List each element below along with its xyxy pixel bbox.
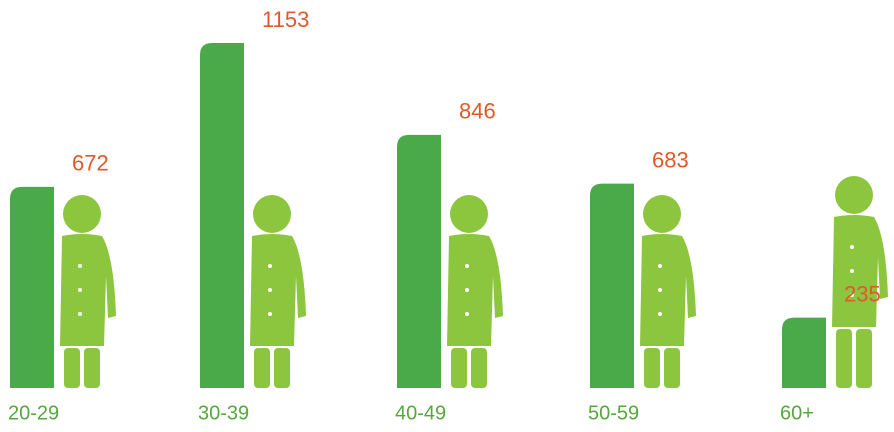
- value-label: 235: [844, 281, 881, 306]
- person-button: [850, 269, 854, 273]
- person-button: [465, 288, 469, 292]
- value-label: 683: [652, 147, 689, 172]
- bar: [590, 183, 634, 388]
- person-icon: [60, 195, 116, 388]
- person-button: [465, 264, 469, 268]
- person-head: [63, 195, 101, 233]
- person-icon: [640, 195, 696, 388]
- person-body: [250, 234, 306, 346]
- bar: [200, 43, 244, 388]
- person-leg: [274, 348, 290, 388]
- person-leg: [471, 348, 487, 388]
- person-leg: [254, 348, 270, 388]
- person-button: [465, 312, 469, 316]
- x-tick-label: 20-29: [8, 402, 59, 424]
- person-leg: [836, 329, 852, 388]
- person-head: [450, 195, 488, 233]
- person-button: [850, 293, 854, 297]
- person-head: [835, 176, 873, 214]
- value-label: 672: [72, 151, 109, 176]
- bar: [782, 317, 826, 388]
- bar: [397, 134, 441, 388]
- value-label: 1153: [262, 7, 309, 32]
- person-leg: [644, 348, 660, 388]
- person-button: [268, 312, 272, 316]
- person-button: [268, 264, 272, 268]
- bar: [10, 186, 54, 388]
- x-tick-label: 40-49: [395, 402, 446, 424]
- person-button: [78, 264, 82, 268]
- person-leg: [856, 329, 872, 388]
- person-button: [658, 288, 662, 292]
- person-icon: [447, 195, 503, 388]
- person-leg: [84, 348, 100, 388]
- person-icon: [832, 176, 888, 388]
- person-head: [253, 195, 291, 233]
- person-body: [447, 234, 503, 346]
- person-leg: [664, 348, 680, 388]
- person-body: [832, 215, 888, 327]
- person-body: [60, 234, 116, 346]
- person-button: [268, 288, 272, 292]
- person-leg: [64, 348, 80, 388]
- person-head: [643, 195, 681, 233]
- x-tick-label: 50-59: [588, 402, 639, 424]
- person-button: [78, 312, 82, 316]
- person-button: [850, 245, 854, 249]
- person-button: [78, 288, 82, 292]
- value-label: 846: [459, 99, 496, 124]
- person-icon: [250, 195, 306, 388]
- person-button: [658, 264, 662, 268]
- person-button: [658, 312, 662, 316]
- x-tick-label: 30-39: [198, 402, 249, 424]
- x-tick-label: 60+: [780, 402, 814, 424]
- person-body: [640, 234, 696, 346]
- person-leg: [451, 348, 467, 388]
